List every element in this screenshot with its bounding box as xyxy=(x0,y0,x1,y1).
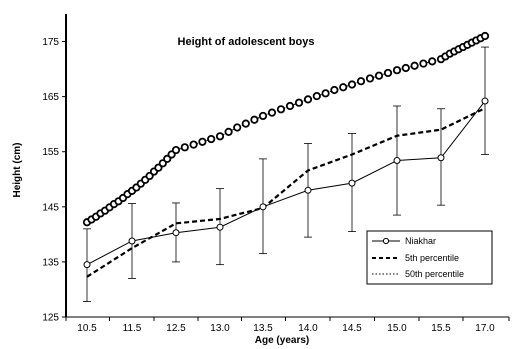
series-50th-percentile-point xyxy=(267,108,277,117)
chart-title: Height of adolescent boys xyxy=(178,36,315,48)
series-50th-percentile-point xyxy=(233,123,242,132)
series-niakhar-point xyxy=(216,223,224,231)
y-axis-title: Height (cm) xyxy=(12,143,23,198)
x-tick-label: 17.0 xyxy=(475,323,495,334)
x-tick-label: 12.5 xyxy=(166,323,186,334)
y-tick-label: 175 xyxy=(42,37,59,48)
series-50th-percentile-point xyxy=(321,89,330,98)
series-50th-percentile-point xyxy=(347,80,357,89)
y-axis-ticks: 125 135 145 155 165 175 xyxy=(42,37,66,324)
series-niakhar-point xyxy=(304,186,312,194)
x-tick-label: 11.5 xyxy=(123,323,142,334)
series-50th-percentile-point xyxy=(207,134,216,144)
x-tick-label: 10.5 xyxy=(77,323,97,334)
series-niakhar-point xyxy=(393,157,401,165)
series-50th-percentile-point xyxy=(374,71,384,80)
series-50th-percentile-point xyxy=(312,91,321,101)
series-50th-percentile-point xyxy=(171,145,181,155)
series-niakhar-point xyxy=(172,229,180,237)
series-50th-percentile-point xyxy=(356,77,366,86)
x-axis-title: Age (years) xyxy=(255,335,309,346)
series-layer xyxy=(82,31,490,302)
series-50th-percentile-point xyxy=(339,83,348,92)
series-50th-percentile-point xyxy=(180,143,189,152)
series-50th-percentile-point xyxy=(189,140,198,149)
series-50th-percentile-point xyxy=(285,101,295,111)
series-50th-percentile-point xyxy=(410,61,419,70)
series-50th-percentile-point xyxy=(198,137,207,146)
series-50th-percentile-point xyxy=(392,66,402,75)
legend-label-5th-percentile: 5th percentile xyxy=(405,253,459,263)
series-niakhar-point xyxy=(128,237,136,245)
x-tick-label: 14.0 xyxy=(298,323,318,334)
series-50th-percentile-point xyxy=(224,127,233,136)
series-50th-percentile-point xyxy=(250,115,259,124)
legend-label-50th-percentile: 50th percentile xyxy=(405,269,464,279)
x-tick-label: 13.0 xyxy=(210,323,230,334)
series-50th-percentile-point xyxy=(215,132,225,141)
y-tick-label: 155 xyxy=(42,147,59,158)
legend: Niakhar 5th percentile 50th percentile xyxy=(366,230,493,285)
series-50th-percentile-point xyxy=(383,68,393,78)
series-niakhar-point xyxy=(481,97,489,105)
series-5th-percentile-line xyxy=(86,107,486,278)
series-50th-percentile-point xyxy=(258,111,268,121)
series-50th-percentile-point xyxy=(276,105,286,114)
x-tick-label: 14.5 xyxy=(342,323,362,334)
legend-label-niakhar: Niakhar xyxy=(405,236,436,246)
legend-marker-niakhar xyxy=(382,237,390,245)
series-50th-percentile-point xyxy=(365,74,375,83)
series-50th-percentile-point xyxy=(303,95,313,104)
x-tick-label: 15.0 xyxy=(387,323,407,334)
y-tick-label: 135 xyxy=(42,257,59,268)
series-50th-percentile-point xyxy=(480,31,490,41)
series-niakhar-point xyxy=(259,203,267,211)
series-niakhar-point xyxy=(83,261,91,269)
y-tick-label: 145 xyxy=(42,202,59,213)
y-tick-label: 165 xyxy=(42,92,59,103)
series-50th-percentile-point xyxy=(241,119,250,128)
series-50th-percentile-point xyxy=(294,98,304,107)
series-niakhar-point xyxy=(348,179,356,187)
x-axis-ticks: 10.5 11.5 12.5 13.0 13.5 14.0 14.5 15.0 15.5 17.0 xyxy=(65,317,510,334)
y-tick-label: 125 xyxy=(42,313,59,324)
series-niakhar-point xyxy=(437,154,445,162)
series-50th-percentile-point xyxy=(330,85,339,95)
series-50th-percentile-point xyxy=(401,63,410,73)
x-tick-label: 13.5 xyxy=(253,323,273,334)
series-50th-percentile-point xyxy=(428,57,437,66)
series-50th-percentile-point xyxy=(419,59,428,68)
axes xyxy=(65,14,509,318)
x-tick-label: 15.5 xyxy=(431,323,451,334)
series-niakhar-line xyxy=(86,100,486,266)
